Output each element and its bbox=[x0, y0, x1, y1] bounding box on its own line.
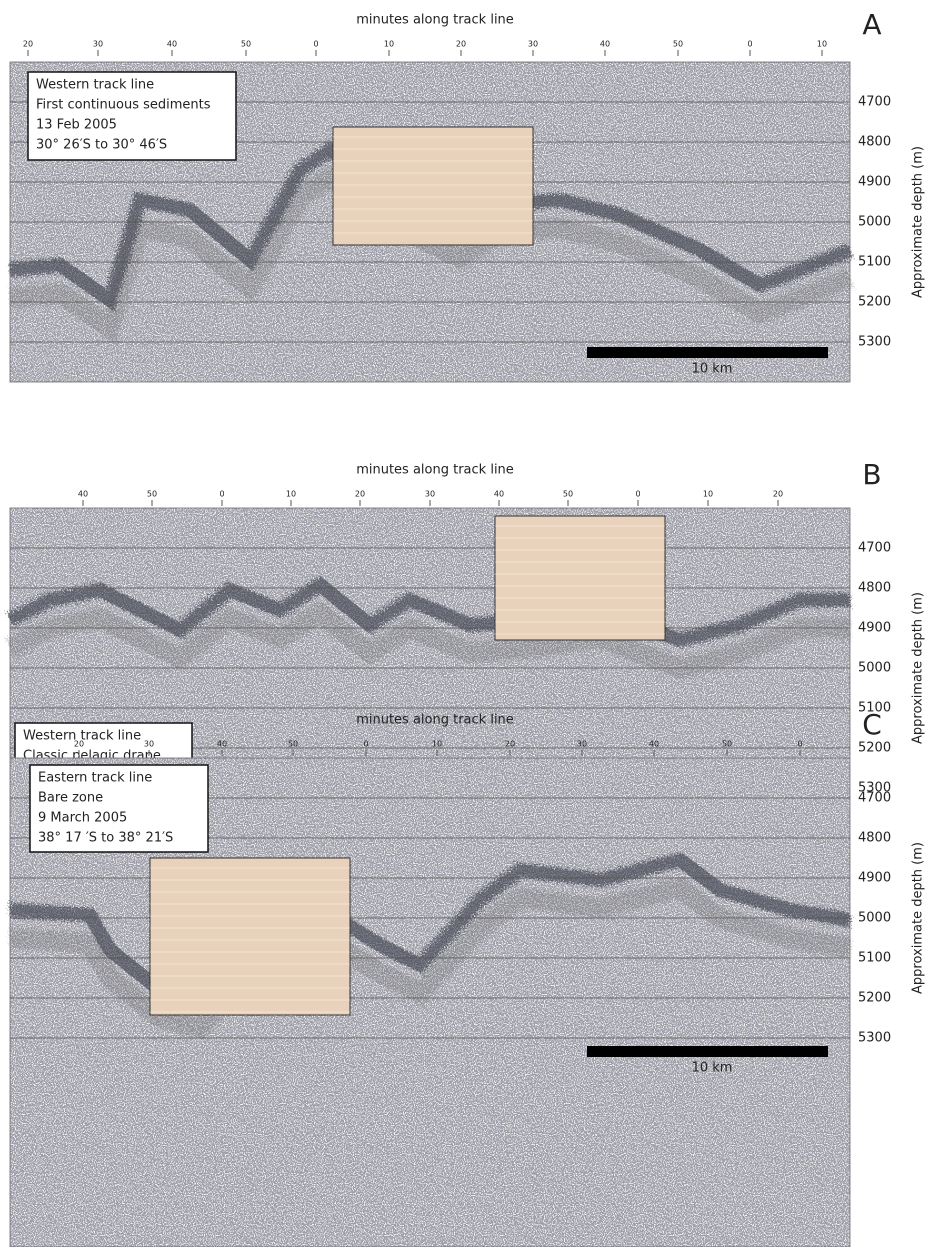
seafloor bbox=[6, 576, 850, 648]
info-line: Western track line bbox=[36, 78, 154, 93]
y-axis-label: Approximate depth (m) bbox=[911, 146, 926, 298]
depth-label: 4900 bbox=[858, 175, 891, 190]
depth-label: 5000 bbox=[858, 911, 891, 926]
scale-label: 10 km bbox=[692, 1061, 733, 1076]
top-tick-label: 0 bbox=[797, 740, 802, 749]
top-tick-label: 40 bbox=[600, 40, 610, 49]
depth-label: 4800 bbox=[858, 135, 891, 150]
top-tick-label: 10 bbox=[817, 40, 827, 49]
top-tick-label: 50 bbox=[241, 40, 251, 49]
depth-label: 4900 bbox=[858, 871, 891, 886]
scale-label: 10 km bbox=[692, 362, 733, 377]
panel-letter: C bbox=[862, 708, 882, 741]
top-tick-label: 30 bbox=[144, 740, 154, 749]
top-tick-label: 10 bbox=[384, 40, 394, 49]
depth-label: 5300 bbox=[858, 1031, 891, 1046]
info-box bbox=[29, 764, 209, 853]
inset bbox=[149, 857, 351, 1016]
depth-label: 4800 bbox=[858, 831, 891, 846]
top-tick-label: 40 bbox=[167, 40, 177, 49]
top-tick-label: 40 bbox=[494, 490, 504, 499]
depth-label: 4700 bbox=[858, 95, 891, 110]
top-tick-label: 0 bbox=[635, 490, 640, 499]
panel-letter: B bbox=[862, 458, 881, 491]
top-tick-label: 40 bbox=[649, 740, 659, 749]
axis-title: minutes along track line bbox=[356, 13, 514, 28]
top-tick-label: 20 bbox=[505, 740, 515, 749]
depth-label: 4700 bbox=[858, 541, 891, 556]
top-tick-label: 30 bbox=[528, 40, 538, 49]
scale-bar bbox=[587, 347, 828, 358]
depth-label: 5100 bbox=[858, 951, 891, 966]
depth-label: 5300 bbox=[858, 781, 891, 796]
inset bbox=[494, 515, 666, 641]
top-tick-label: 10 bbox=[703, 490, 713, 499]
top-tick-label: 30 bbox=[93, 40, 103, 49]
depth-label: 4700 bbox=[858, 791, 891, 806]
depth-label: 5000 bbox=[858, 215, 891, 230]
info-line: Eastern track line bbox=[38, 771, 152, 786]
top-tick-label: 20 bbox=[23, 40, 33, 49]
top-tick-label: 30 bbox=[425, 490, 435, 499]
top-tick-label: 20 bbox=[456, 40, 466, 49]
depth-label: 5200 bbox=[858, 741, 891, 756]
top-tick-label: 0 bbox=[747, 40, 752, 49]
info-line: 30° 26′S to 30° 46′S bbox=[36, 138, 167, 153]
depth-label: 5200 bbox=[858, 295, 891, 310]
seafloor-sub bbox=[9, 877, 852, 1040]
top-tick-label: 20 bbox=[773, 490, 783, 499]
top-tick-label: 10 bbox=[432, 740, 442, 749]
top-tick-label: 10 bbox=[286, 490, 296, 499]
top-tick-label: 50 bbox=[563, 490, 573, 499]
panel-letter: A bbox=[862, 8, 881, 41]
depth-label: 5200 bbox=[858, 991, 891, 1006]
top-tick-label: 0 bbox=[363, 740, 368, 749]
seafloor bbox=[9, 852, 852, 1008]
top-tick-label: 50 bbox=[147, 490, 157, 499]
depth-label: 5000 bbox=[858, 661, 891, 676]
inset bbox=[332, 126, 534, 246]
seafloor-sub bbox=[5, 600, 850, 679]
top-tick-label: 0 bbox=[313, 40, 318, 49]
depth-label: 4900 bbox=[858, 621, 891, 636]
axis-title: minutes along track line bbox=[356, 463, 514, 478]
top-tick-label: 20 bbox=[355, 490, 365, 499]
depth-label: 5100 bbox=[858, 255, 891, 270]
y-axis-label: Approximate depth (m) bbox=[911, 842, 926, 994]
info-line: 38° 17 ′S to 38° 21′S bbox=[38, 831, 173, 846]
info-line: 9 March 2005 bbox=[38, 811, 127, 826]
top-tick-label: 30 bbox=[577, 740, 587, 749]
depth-label: 4800 bbox=[858, 581, 891, 596]
top-tick-label: 50 bbox=[722, 740, 732, 749]
y-axis-label: Approximate depth (m) bbox=[911, 592, 926, 744]
info-line: First continuous sediments bbox=[36, 98, 211, 113]
info-line: Bare zone bbox=[38, 791, 103, 806]
axis-title: minutes along track line bbox=[356, 713, 514, 728]
top-tick-label: 40 bbox=[217, 740, 227, 749]
depth-label: 5100 bbox=[858, 701, 891, 716]
top-tick-label: 0 bbox=[219, 490, 224, 499]
info-box bbox=[27, 71, 237, 161]
top-tick-label: 20 bbox=[74, 740, 84, 749]
info-line: Western track line bbox=[23, 729, 141, 744]
depth-label: 5300 bbox=[858, 335, 891, 350]
top-tick-label: 40 bbox=[78, 490, 88, 499]
scale-bar bbox=[587, 1046, 828, 1057]
top-tick-label: 50 bbox=[673, 40, 683, 49]
info-line: 13 Feb 2005 bbox=[36, 118, 117, 133]
top-tick-label: 50 bbox=[288, 740, 298, 749]
